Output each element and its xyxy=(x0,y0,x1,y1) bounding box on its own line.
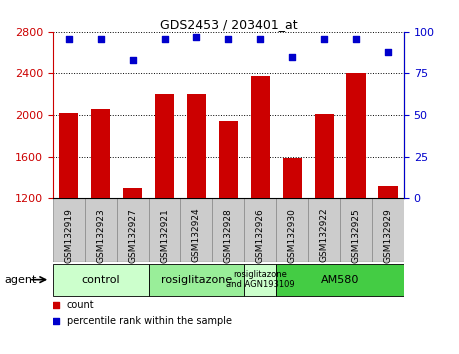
Bar xyxy=(149,198,180,262)
Bar xyxy=(59,113,78,198)
Bar xyxy=(219,121,238,198)
Point xyxy=(320,36,328,41)
Point xyxy=(193,34,200,40)
Point xyxy=(65,36,73,41)
Text: GSM132928: GSM132928 xyxy=(224,208,233,263)
Point xyxy=(384,49,392,55)
Bar xyxy=(149,264,244,296)
Point xyxy=(353,36,360,41)
Text: GSM132925: GSM132925 xyxy=(352,208,360,263)
Point xyxy=(129,57,136,63)
Point xyxy=(53,302,60,308)
Text: GSM132927: GSM132927 xyxy=(128,208,137,263)
Bar xyxy=(378,186,397,198)
Point xyxy=(225,36,232,41)
Text: count: count xyxy=(67,300,95,310)
Bar xyxy=(308,198,340,262)
Bar xyxy=(276,264,404,296)
Text: agent: agent xyxy=(5,275,37,285)
Bar xyxy=(123,188,142,198)
Point xyxy=(161,36,168,41)
Bar xyxy=(372,198,404,262)
Bar xyxy=(340,198,372,262)
Text: control: control xyxy=(81,275,120,285)
Text: rosiglitazone: rosiglitazone xyxy=(161,275,232,285)
Bar xyxy=(347,74,366,198)
Point xyxy=(289,54,296,59)
Bar xyxy=(187,94,206,198)
Point xyxy=(257,36,264,41)
Text: GSM132921: GSM132921 xyxy=(160,208,169,263)
Bar xyxy=(53,264,149,296)
Bar xyxy=(180,198,213,262)
Text: AM580: AM580 xyxy=(321,275,359,285)
Bar xyxy=(91,109,110,198)
Bar xyxy=(283,158,302,198)
Bar xyxy=(53,198,85,262)
Bar xyxy=(85,198,117,262)
Bar xyxy=(155,94,174,198)
Bar xyxy=(244,198,276,262)
Text: rosiglitazone
and AGN193109: rosiglitazone and AGN193109 xyxy=(226,270,295,289)
Text: GSM132923: GSM132923 xyxy=(96,208,105,263)
Bar xyxy=(251,75,270,198)
Text: GSM132926: GSM132926 xyxy=(256,208,265,263)
Text: GSM132924: GSM132924 xyxy=(192,208,201,262)
Point xyxy=(53,319,60,324)
Text: GSM132919: GSM132919 xyxy=(64,208,73,263)
Bar xyxy=(314,114,334,198)
Text: percentile rank within the sample: percentile rank within the sample xyxy=(67,316,232,326)
Text: GSM132929: GSM132929 xyxy=(383,208,392,263)
Text: GSM132930: GSM132930 xyxy=(288,208,297,263)
Bar xyxy=(276,198,308,262)
Text: GSM132922: GSM132922 xyxy=(319,208,329,262)
Bar xyxy=(244,264,276,296)
Title: GDS2453 / 203401_at: GDS2453 / 203401_at xyxy=(160,18,297,31)
Bar xyxy=(213,198,244,262)
Point xyxy=(97,36,104,41)
Bar xyxy=(117,198,149,262)
